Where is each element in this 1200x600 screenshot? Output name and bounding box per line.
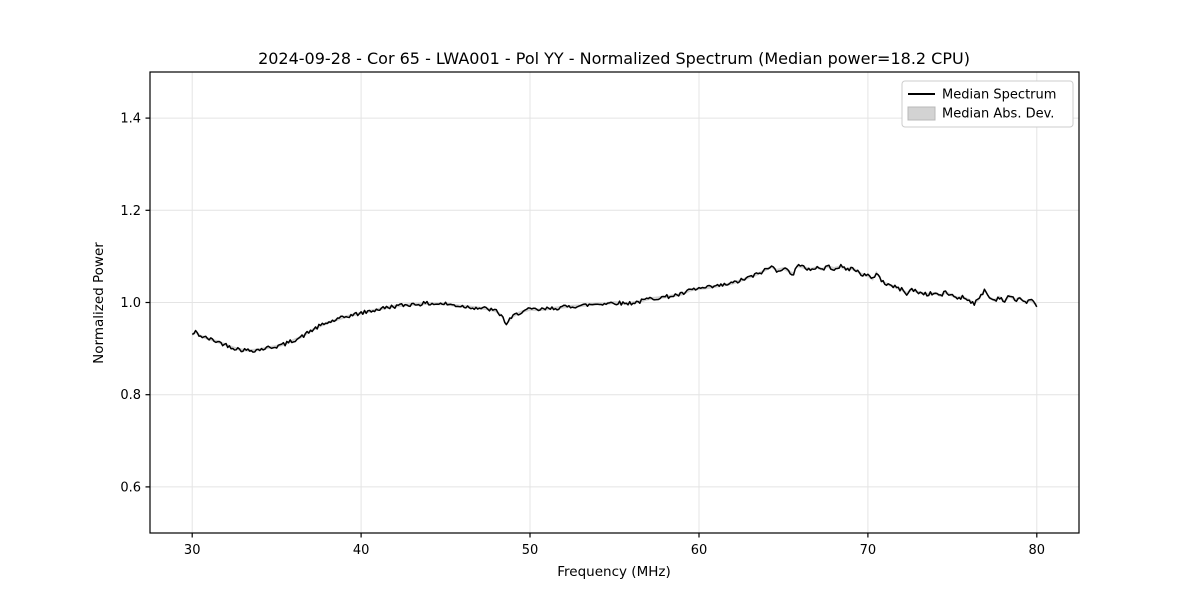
y-tick-label: 1.4 xyxy=(120,112,141,127)
legend-patch-swatch xyxy=(907,106,936,121)
legend-label-median-abs-dev: Median Abs. Dev. xyxy=(942,107,1054,122)
x-tick-label: 40 xyxy=(353,543,370,558)
x-tick-label: 60 xyxy=(691,543,708,558)
plot-area: 30 40 50 60 70 80 0.6 0.8 1.0 1.2 1.4 xyxy=(120,71,1080,558)
chart-title: 2024-09-28 - Cor 65 - LWA001 - Pol YY - … xyxy=(258,49,970,68)
spectrum-line xyxy=(191,263,1038,353)
legend-box xyxy=(901,80,1074,128)
x-tick-label: 30 xyxy=(184,543,201,558)
x-axis-label: Frequency (MHz) xyxy=(557,564,670,580)
y-tick-label: 0.8 xyxy=(120,388,141,403)
y-tick-label: 1.0 xyxy=(120,296,141,311)
legend-label-median-spectrum: Median Spectrum xyxy=(942,88,1056,103)
y-axis-label: Normalized Power xyxy=(91,242,107,364)
y-tick-label: 1.2 xyxy=(120,204,141,219)
x-tick-label: 70 xyxy=(860,543,877,558)
y-tick-label: 0.6 xyxy=(120,480,141,495)
mad-band xyxy=(192,264,1037,352)
x-tick-label: 50 xyxy=(522,543,539,558)
x-tick-label: 80 xyxy=(1029,543,1046,558)
legend: Median Spectrum Median Abs. Dev. xyxy=(901,80,1074,128)
